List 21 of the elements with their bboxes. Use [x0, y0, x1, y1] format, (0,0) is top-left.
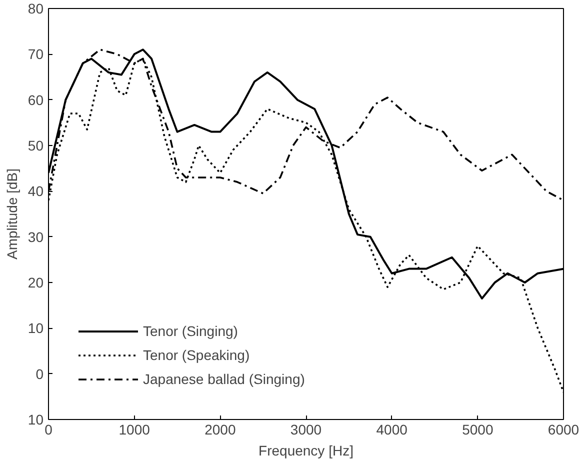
y-tick-label: 10	[28, 412, 44, 428]
y-tick-label: 10	[28, 320, 44, 336]
y-tick-label: 80	[28, 0, 44, 16]
x-tick-label: 6000	[548, 422, 580, 438]
y-tick-label: 70	[28, 46, 44, 62]
legend-label: Tenor (Singing)	[143, 323, 238, 339]
y-tick-label: 50	[28, 138, 44, 154]
y-tick-label: 60	[28, 92, 44, 108]
y-tick-label: 30	[28, 228, 44, 245]
y-tick-label: 40	[28, 183, 44, 200]
y-tick-label: 20	[28, 274, 44, 290]
legend-label: Japanese ballad (Singing)	[143, 371, 305, 387]
x-tick-label: 1000	[118, 422, 150, 438]
y-axis-title: Amplitude [dB]	[4, 168, 20, 260]
y-tick-label: 0	[36, 366, 44, 382]
x-tick-label: 4000	[376, 422, 408, 438]
x-tick-label: 5000	[462, 422, 494, 438]
legend-label: Tenor (Speaking)	[143, 347, 250, 363]
x-tick-label: 3000	[290, 422, 322, 438]
x-axis-title: Frequency [Hz]	[258, 442, 354, 458]
x-tick-label: 2000	[204, 422, 236, 438]
